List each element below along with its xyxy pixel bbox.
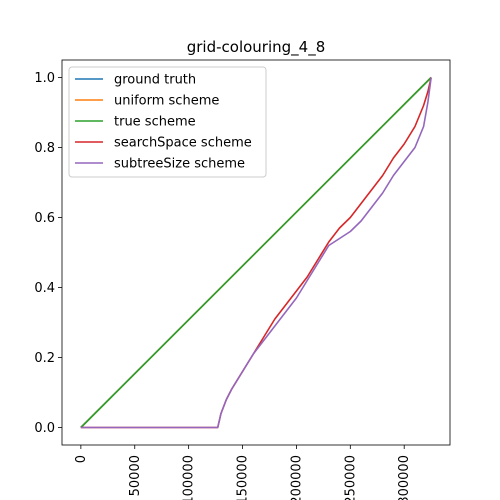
y-tick-label: 0.0 xyxy=(34,421,55,436)
y-axis: 0.0 0.2 0.4 0.6 0.8 1.0 xyxy=(34,71,62,436)
legend-box xyxy=(68,66,267,178)
series-line-subtreesize-scheme xyxy=(80,77,432,429)
chart-title: grid-colouring_4_8 xyxy=(187,38,326,57)
y-tick-label: 0.4 xyxy=(34,281,55,296)
y-tick-label: 1.0 xyxy=(34,71,55,86)
x-tick-label: 0 xyxy=(74,455,89,463)
series-line-true-scheme xyxy=(80,76,432,429)
x-tick-label: 200000 xyxy=(289,455,304,500)
x-tick-label: 100000 xyxy=(182,455,197,500)
y-tick-label: 0.8 xyxy=(34,141,55,156)
y-tick-label: 0.6 xyxy=(34,211,55,226)
x-tick-label: 300000 xyxy=(397,455,412,500)
axes-frame xyxy=(61,59,451,446)
legend-label: searchSpace scheme xyxy=(114,136,252,151)
y-tick-label: 0.2 xyxy=(34,351,55,366)
legend-label: uniform scheme xyxy=(114,94,219,109)
x-tick-label: 250000 xyxy=(343,455,358,500)
legend-label: subtreeSize scheme xyxy=(114,157,245,172)
x-tick-label: 50000 xyxy=(128,455,143,496)
legend-label: true scheme xyxy=(114,115,196,130)
x-tick-label: 150000 xyxy=(236,455,251,500)
x-axis: 0 50000 100000 150000 200000 250000 300000 xyxy=(74,445,412,500)
legend-label: ground truth xyxy=(114,73,196,88)
legend: ground truth uniform scheme true scheme sea… xyxy=(68,66,267,178)
series-layer xyxy=(80,76,432,429)
